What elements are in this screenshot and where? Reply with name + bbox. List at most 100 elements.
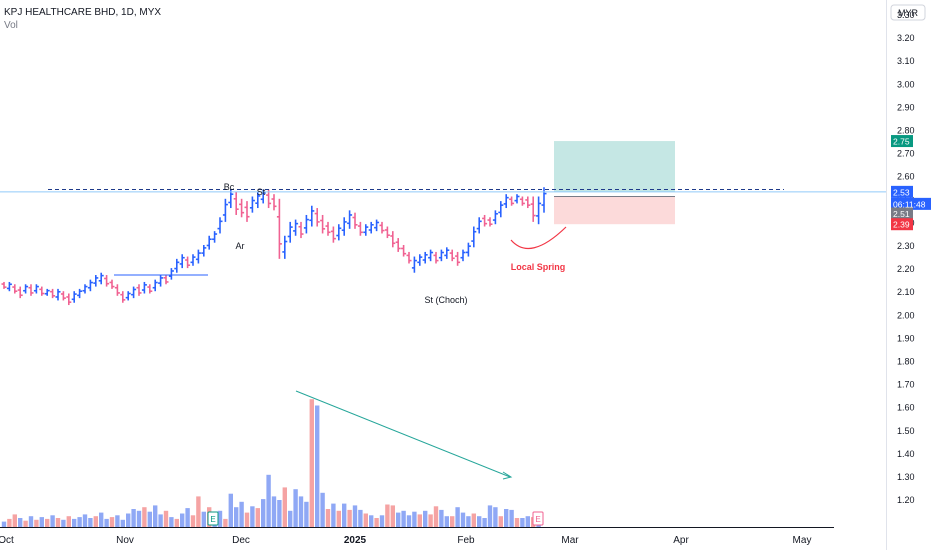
price-bar [492, 210, 498, 225]
price-bar [487, 217, 493, 227]
price-bar [244, 201, 250, 222]
price-axis-svg: MYR3.303.203.103.002.902.802.702.602.502… [890, 4, 931, 505]
price-bar [17, 286, 23, 299]
price-bar [104, 275, 110, 287]
volume-bar [325, 509, 331, 527]
price-bar [276, 198, 282, 259]
price-tick: 1.40 [897, 449, 915, 459]
price-badge-label: 2.39 [893, 220, 910, 230]
volume-bar [369, 515, 374, 527]
volume-bar [7, 518, 12, 527]
price-tick: 2.30 [897, 241, 915, 251]
volume-bar [520, 518, 525, 527]
price-tick: 1.50 [897, 426, 915, 436]
price-tick: 1.90 [897, 333, 915, 343]
annotation-ar: Ar [236, 241, 245, 251]
chart-area[interactable]: Bc St Ar St (Choch) Local Spring E E Oct Nov Dec 2… [0, 0, 886, 550]
volume-bar [277, 500, 282, 527]
price-bar [309, 205, 315, 227]
price-tick: 2.60 [897, 172, 915, 182]
price-tick: 1.20 [897, 495, 915, 505]
price-bar [266, 189, 272, 209]
price-bar [82, 284, 88, 294]
price-bar [320, 214, 326, 234]
volume-bar [401, 510, 406, 527]
price-bar [185, 256, 191, 269]
volume-bar [196, 496, 201, 527]
currency-label: MYR [898, 8, 919, 18]
volume-bar [131, 509, 136, 527]
price-badge: 2.51 [891, 207, 913, 220]
price-bar [325, 221, 331, 236]
time-axis-label: Oct [0, 535, 14, 546]
volume-bar [315, 405, 320, 527]
volume-bar [444, 516, 449, 527]
price-bar [482, 214, 488, 227]
volume-trend-arrow [295, 390, 511, 478]
volume-bar [309, 399, 314, 527]
price-bar [1, 281, 7, 289]
price-bar [190, 254, 196, 266]
price-bar [379, 221, 385, 234]
volume-bar [412, 511, 417, 527]
price-bar [525, 196, 531, 209]
price-bar [336, 224, 342, 241]
price-bar [109, 279, 115, 289]
volume-bar [158, 514, 163, 527]
price-chart[interactable]: Bc St Ar St (Choch) Local Spring E E Oct Nov Dec 2… [0, 0, 886, 550]
time-axis-label: Mar [561, 535, 579, 546]
price-bar [152, 279, 158, 292]
volume-bar [504, 509, 509, 527]
currency-box [890, 4, 926, 21]
price-tick: 3.00 [897, 79, 915, 89]
local-spring-curve [510, 226, 567, 249]
earnings-marker-label: E [210, 515, 215, 524]
volume-bar [406, 515, 412, 527]
price-badge-label: 06:11:48 [893, 199, 926, 209]
price-bar [444, 247, 450, 259]
price-bar [357, 221, 363, 236]
volume-bar [514, 518, 520, 527]
volume-bar [82, 514, 88, 527]
volume-bar [50, 515, 55, 527]
volume-bar [342, 503, 347, 527]
volume-label: Vol [4, 20, 18, 31]
price-bar [530, 196, 536, 222]
volume-bar [428, 514, 433, 527]
price-tick: 2.90 [897, 102, 915, 112]
time-axis-label: Nov [116, 535, 134, 546]
price-bar [368, 221, 374, 234]
price-bar [519, 196, 525, 206]
price-bar [33, 284, 39, 294]
volume-bar [104, 518, 109, 527]
volume-bar [18, 518, 23, 527]
symbol-title: KPJ HEALTHCARE BHD, 1D, MYX [4, 7, 162, 18]
volume-bar [190, 515, 196, 527]
price-bar [71, 291, 77, 303]
volume-bar [255, 508, 260, 527]
price-bar [114, 284, 120, 296]
price-tick: 1.80 [897, 357, 915, 367]
volume-bar [163, 510, 169, 527]
price-badge-label: 2.75 [893, 137, 910, 147]
volume-bar [239, 501, 244, 527]
price-bar [390, 231, 396, 248]
volume-bar [126, 513, 131, 527]
stop-zone [554, 196, 675, 225]
price-axis[interactable]: MYR3.303.203.103.002.902.802.702.602.502… [886, 0, 932, 550]
volume-bar [93, 516, 98, 527]
volume-bar [396, 512, 401, 527]
volume-bar [390, 505, 395, 527]
price-bar [55, 288, 61, 301]
price-bar [217, 217, 223, 234]
price-bar [255, 191, 261, 209]
volume-bar [55, 518, 61, 527]
volume-bar [217, 510, 223, 527]
price-bar [147, 284, 153, 294]
price-bar [460, 249, 466, 262]
volume-bar [115, 515, 120, 527]
price-badge-label: 2.51 [893, 209, 910, 219]
volume-bar [498, 516, 503, 527]
volume-bar [61, 519, 66, 527]
price-bar [455, 251, 461, 266]
